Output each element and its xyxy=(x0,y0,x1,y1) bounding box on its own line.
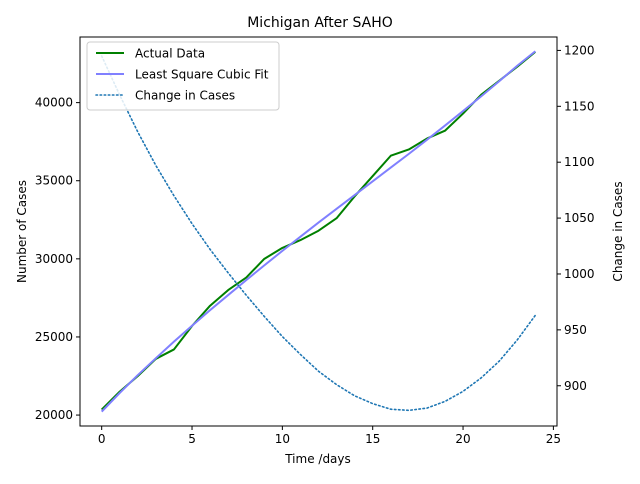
y-tick-label: 20000 xyxy=(35,408,73,422)
y2-tick-label: 1050 xyxy=(564,211,595,225)
y-axis-label: Number of Cases xyxy=(15,180,29,283)
y-axis-right: 900 950 1000 1050 1100 1150 1200 xyxy=(557,43,595,393)
legend-label-least-square-cubic-fit: Least Square Cubic Fit xyxy=(135,68,269,82)
y2-tick-label: 1100 xyxy=(564,155,595,169)
y2-tick-label: 1200 xyxy=(564,43,595,57)
y2-tick-label: 900 xyxy=(564,379,587,393)
y2-tick-label: 950 xyxy=(564,323,587,337)
x-tick-label: 25 xyxy=(546,432,561,446)
plot-lines xyxy=(100,50,537,413)
series-line-actual-data xyxy=(100,51,536,411)
legend-box xyxy=(86,41,280,111)
x-tick-label: 0 xyxy=(98,432,106,446)
x-tick-label: 15 xyxy=(365,432,380,446)
y2-tick-label: 1000 xyxy=(564,267,595,281)
x-tick-label: 20 xyxy=(455,432,470,446)
y-tick-label: 35000 xyxy=(35,174,73,188)
x-axis-label: Time /days xyxy=(284,452,351,466)
series-line-least-square-cubic-fit xyxy=(100,50,536,413)
x-axis: 0 5 10 15 20 25 xyxy=(98,426,561,446)
chart-title: Michigan After SAHO xyxy=(247,15,393,31)
x-tick-label: 10 xyxy=(275,432,290,446)
y-tick-label: 40000 xyxy=(35,96,73,110)
y-tick-label: 30000 xyxy=(35,252,73,266)
legend-label-change-in-cases: Change in Cases xyxy=(135,89,235,103)
y-axis-left: 20000 25000 30000 35000 40000 xyxy=(35,96,80,422)
plot-frame xyxy=(79,36,558,427)
series-line-change-in-cases xyxy=(100,55,537,412)
y2-axis-label: Change in Cases xyxy=(611,181,625,281)
y2-tick-label: 1150 xyxy=(564,99,595,113)
legend-label-actual-data: Actual Data xyxy=(135,47,205,61)
x-tick-label: 5 xyxy=(188,432,196,446)
legend: Actual Data Least Square Cubic Fit Change … xyxy=(86,41,280,111)
y-tick-label: 25000 xyxy=(35,330,73,344)
